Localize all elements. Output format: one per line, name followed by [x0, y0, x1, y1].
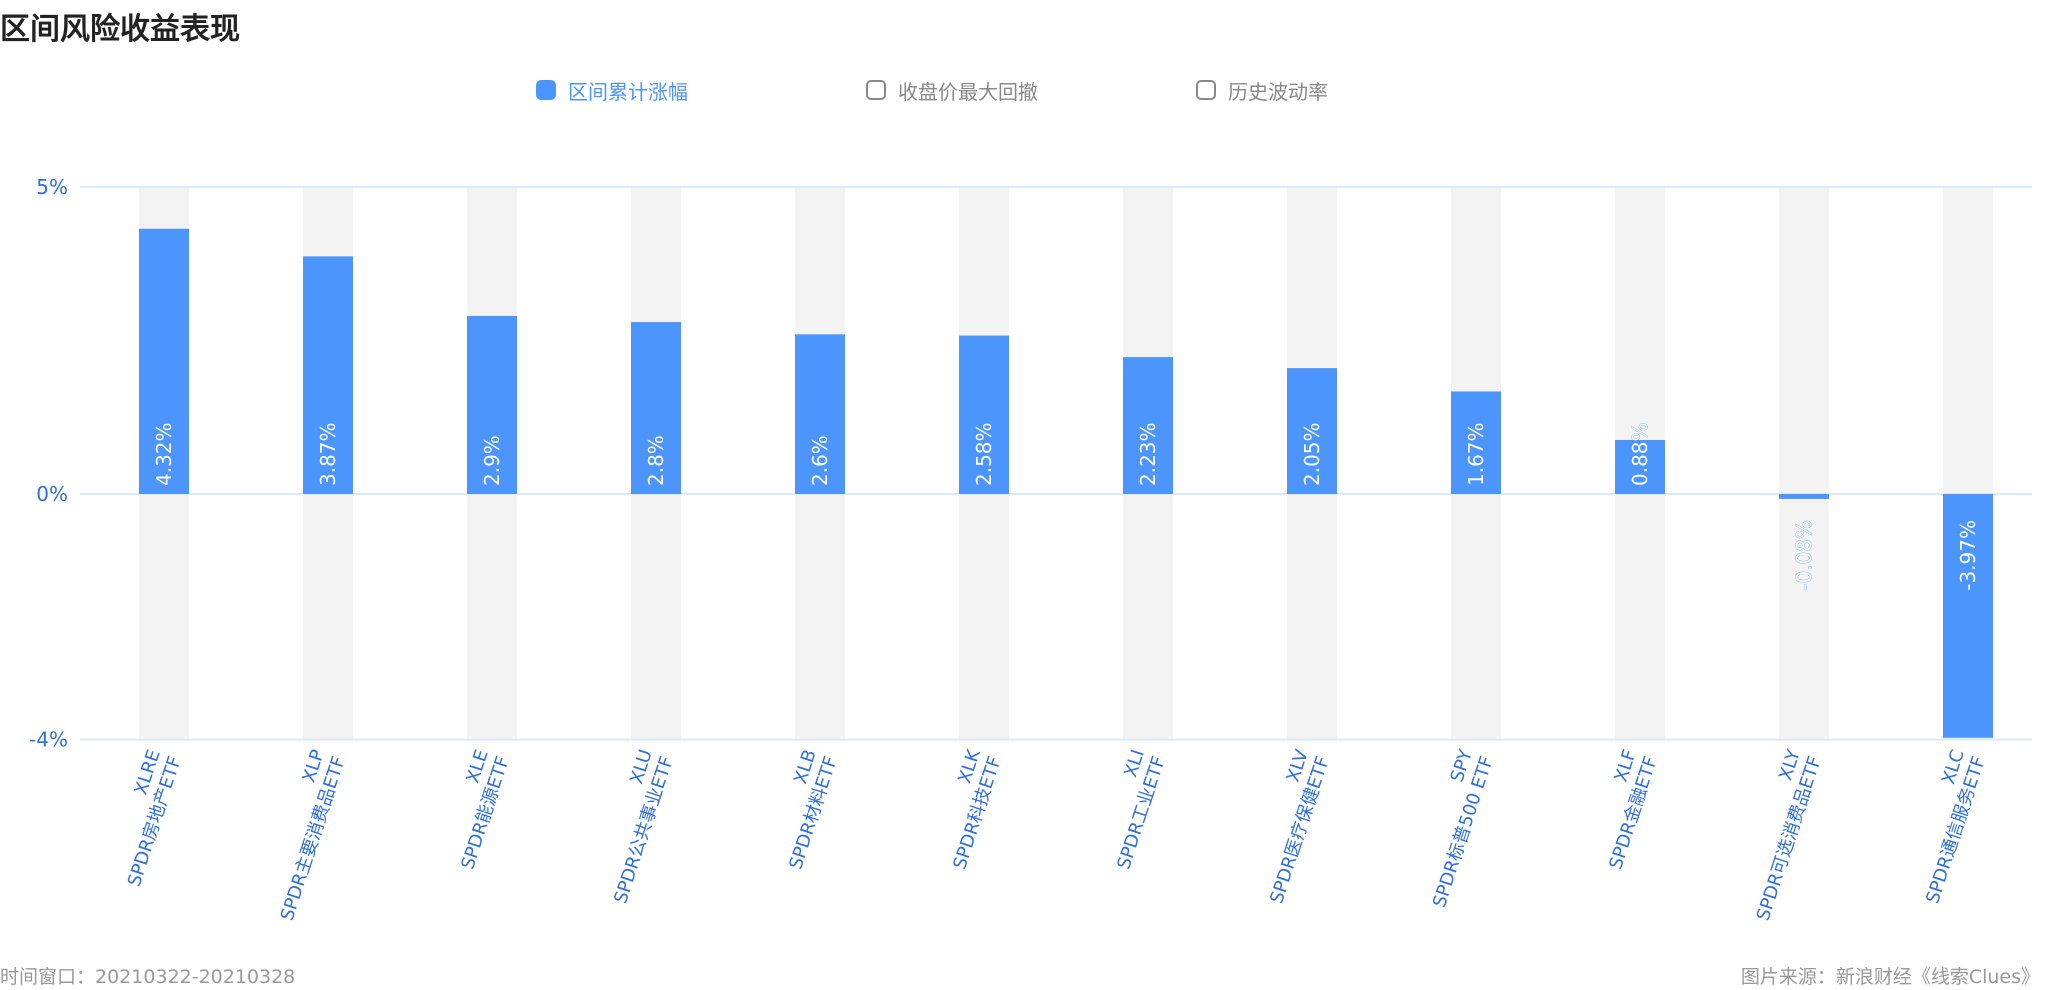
y-tick-label: 0%: [36, 482, 68, 506]
bar: [1287, 368, 1337, 494]
bar: [1451, 391, 1501, 494]
data-label: 2.6%: [808, 435, 832, 486]
bar: [303, 256, 353, 494]
legend: 区间累计涨幅 收盘价最大回撤 历史波动率: [0, 72, 2046, 108]
category-band: [1779, 187, 1829, 740]
data-label: 2.58%: [972, 422, 996, 486]
source-note: 图片来源：新浪财经《线索Clues》: [1740, 966, 2040, 988]
legend-label: 区间累计涨幅: [568, 79, 688, 104]
bar: [795, 334, 845, 494]
bar: [139, 228, 189, 494]
data-label: -3.97%: [1956, 520, 1980, 591]
chart-title: 区间风险收益表现: [0, 12, 240, 47]
bar: [467, 315, 517, 494]
time-window-note: 时间窗口：20210322-20210328: [0, 966, 296, 988]
y-tick-label: -4%: [29, 728, 68, 752]
legend-item-max-drawdown[interactable]: 收盘价最大回撤: [866, 72, 1038, 108]
legend-checkbox-icon[interactable]: [866, 80, 886, 100]
data-label: 3.87%: [316, 422, 340, 486]
data-label: 2.23%: [1136, 422, 1160, 486]
legend-item-volatility[interactable]: 历史波动率: [1196, 72, 1328, 108]
legend-checkbox-icon[interactable]: [1196, 80, 1216, 100]
legend-label: 历史波动率: [1228, 79, 1328, 104]
data-label: 1.67%: [1464, 422, 1488, 486]
legend-label: 收盘价最大回撤: [898, 79, 1038, 104]
data-label: 4.32%: [152, 422, 176, 486]
data-label: 0.88%: [1628, 422, 1652, 486]
bar: [1123, 357, 1173, 494]
bar: [959, 335, 1009, 494]
data-label: -0.08%: [1792, 520, 1816, 591]
legend-item-cumulative-gain[interactable]: 区间累计涨幅: [536, 72, 688, 108]
bar-chart: 5% 0% -4% 4.32% 3.87% 2.9% 2.8% 2.6% 2.58% 2.23% 2…: [29, 175, 2032, 923]
bar: [1779, 494, 1829, 499]
bar: [631, 322, 681, 494]
y-tick-label: 5%: [36, 175, 68, 199]
data-label: 2.8%: [644, 435, 668, 486]
legend-checkbox-icon[interactable]: [536, 80, 556, 100]
data-label: 2.05%: [1300, 422, 1324, 486]
bar: [1943, 494, 1993, 738]
bar: [1615, 439, 1665, 494]
data-label: 2.9%: [480, 435, 504, 486]
